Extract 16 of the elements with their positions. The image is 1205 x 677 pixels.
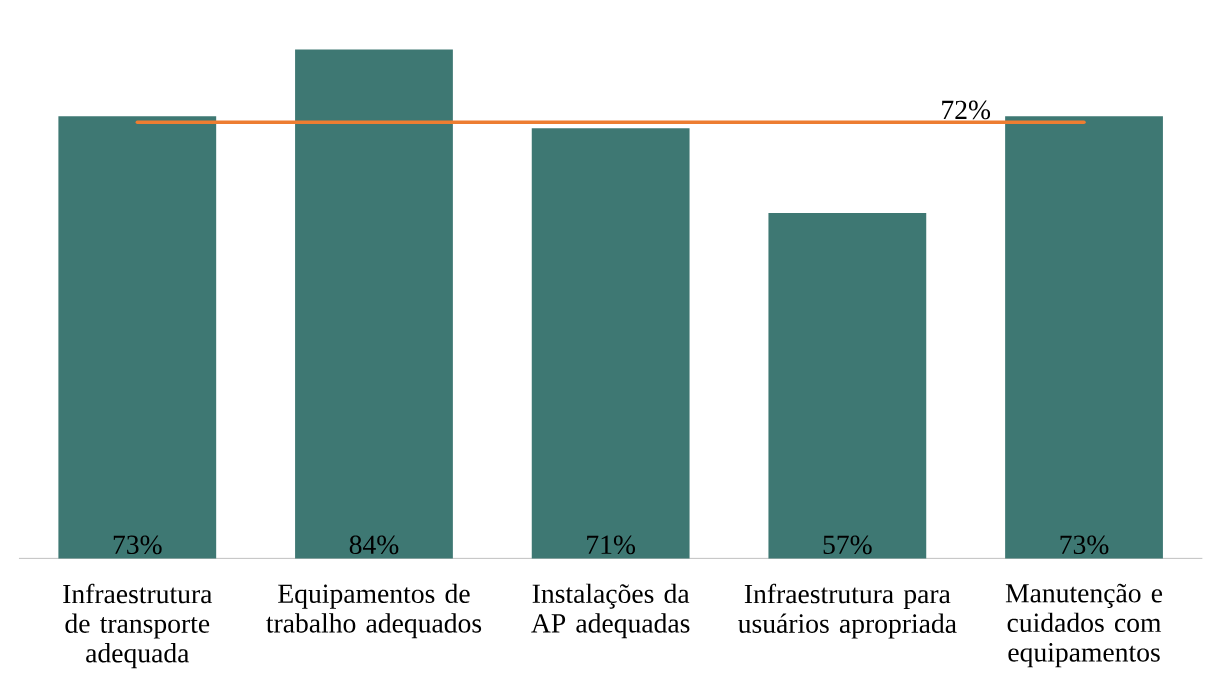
bar xyxy=(531,128,690,559)
data-label: 71% xyxy=(587,535,636,555)
x-tick-label: Infraestrutura de transporte adequada xyxy=(63,583,213,668)
x-tick-label: Equipamentos de trabalho adequados xyxy=(266,583,482,639)
data-label: 84% xyxy=(349,535,399,555)
ref-line-label: 72% xyxy=(942,100,991,120)
bar xyxy=(295,49,453,559)
data-label: 57% xyxy=(823,535,872,555)
x-tick-label: Manutenção e cuidados com equipamentos xyxy=(1005,583,1163,668)
x-tick-label: Instalações da AP adequadas xyxy=(531,583,690,639)
data-label: 73% xyxy=(1060,535,1109,555)
bar xyxy=(58,116,217,559)
data-label: 73% xyxy=(113,535,162,555)
x-tick-label: Infraestrutura para usuários apropriada xyxy=(738,583,957,639)
bar xyxy=(1005,116,1163,559)
bar xyxy=(768,212,927,559)
